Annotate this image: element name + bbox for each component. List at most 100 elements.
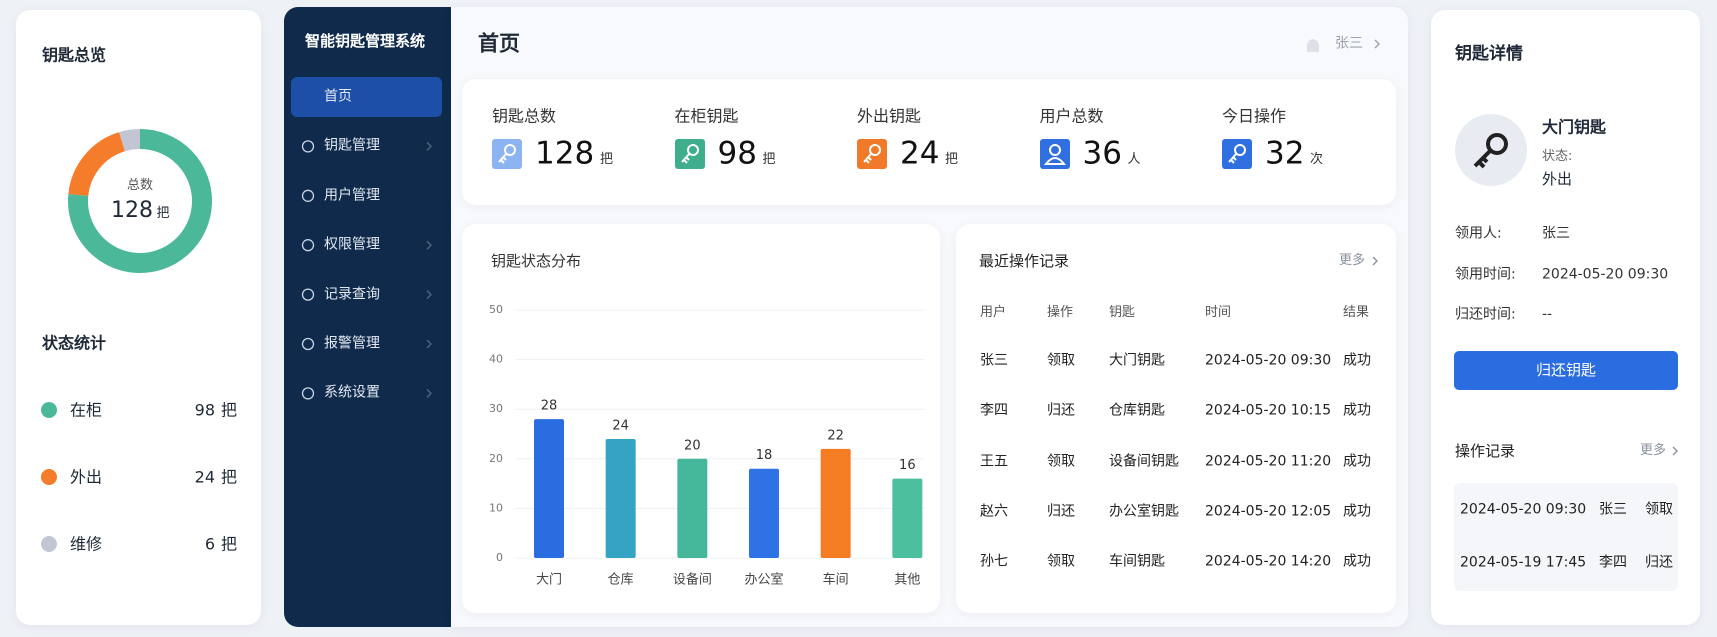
stat-icon	[1039, 139, 1070, 169]
table-cell: 2024-05-20 11:20	[1205, 453, 1332, 470]
legend-dot	[41, 536, 57, 552]
log-cell: 2024-05-19 17:45	[1460, 554, 1587, 571]
log-cell: 张三	[1599, 501, 1627, 518]
stat-value: 98	[717, 135, 757, 172]
table-cell: 领取	[1047, 553, 1075, 570]
stat-value: 128	[535, 135, 595, 172]
status-label: 在柜	[70, 400, 103, 420]
status-unit: 把	[220, 467, 237, 487]
user-name[interactable]: 张三	[1335, 35, 1363, 52]
stat-label: 在柜钥匙	[674, 106, 739, 126]
legend-dot	[41, 469, 57, 485]
menu-item[interactable]: 用户管理	[324, 187, 380, 204]
column-header: 用户	[980, 305, 1007, 321]
donut-total: 128	[111, 197, 153, 223]
log-box	[1454, 483, 1678, 591]
stat-unit: 把	[600, 152, 614, 168]
column-header: 结果	[1343, 305, 1370, 321]
stat-label: 用户总数	[1039, 106, 1104, 126]
status-unit: 把	[220, 534, 237, 554]
table-cell: 车间钥匙	[1109, 553, 1165, 570]
more-link[interactable]: 更多	[1339, 253, 1366, 269]
stat-icon	[492, 139, 522, 169]
menu-item[interactable]: 权限管理	[324, 236, 380, 253]
table-cell: 成功	[1343, 352, 1371, 369]
status-value: 24	[194, 467, 215, 487]
field-label: 领用人:	[1455, 225, 1502, 242]
app-title: 智能钥匙管理系统	[304, 32, 426, 50]
stat-value: 24	[900, 135, 940, 172]
field-value: 2024-05-20 09:30	[1542, 266, 1669, 283]
stat-unit: 次	[1310, 152, 1324, 168]
menu-item[interactable]: 首页	[324, 88, 352, 105]
table-cell: 孙七	[980, 553, 1008, 570]
table-cell: 张三	[980, 352, 1008, 369]
field-label: 归还时间:	[1455, 306, 1516, 323]
table-cell: 李四	[980, 402, 1008, 419]
chart-title: 钥匙状态分布	[491, 252, 582, 270]
menu-item[interactable]: 系统设置	[324, 384, 380, 401]
table-cell: 成功	[1343, 503, 1371, 520]
legend-dot	[41, 402, 57, 418]
table-cell: 领取	[1047, 352, 1075, 369]
table-cell: 2024-05-20 14:20	[1205, 553, 1332, 570]
field-value: 张三	[1542, 225, 1570, 242]
stat-icon	[857, 139, 887, 169]
return-button[interactable]: 归还钥匙	[1454, 351, 1678, 390]
detail-avatar	[1455, 114, 1527, 186]
status-value: 6	[204, 534, 215, 554]
stat-value: 36	[1082, 135, 1122, 172]
card-title: 钥匙详情	[1455, 43, 1523, 64]
more-link[interactable]: 更多	[1640, 443, 1667, 459]
stat-unit: 把	[945, 152, 959, 168]
page-title: 首页	[478, 31, 520, 56]
log-cell: 归还	[1645, 554, 1673, 571]
chart-card	[462, 224, 940, 613]
table-cell: 成功	[1343, 553, 1371, 570]
table-cell: 2024-05-20 09:30	[1205, 352, 1332, 369]
menu-item[interactable]: 报警管理	[324, 335, 380, 352]
log-cell: 李四	[1599, 554, 1627, 571]
card-title: 钥匙总览	[42, 45, 107, 65]
status-value: 外出	[1542, 170, 1573, 188]
stat-value: 32	[1265, 135, 1305, 172]
status-unit: 把	[220, 400, 237, 420]
overview-card	[16, 10, 261, 625]
log-cell: 2024-05-20 09:30	[1460, 501, 1587, 518]
donut-label: 总数	[126, 178, 154, 194]
table-cell: 设备间钥匙	[1109, 453, 1179, 470]
table-cell: 大门钥匙	[1109, 352, 1165, 369]
records-card	[956, 224, 1396, 613]
table-cell: 仓库钥匙	[1109, 402, 1165, 419]
menu-item[interactable]: 记录查询	[324, 286, 380, 303]
column-header: 时间	[1205, 305, 1232, 321]
table-cell: 领取	[1047, 453, 1075, 470]
key-icon	[1473, 133, 1508, 169]
menu-active-bg	[291, 77, 442, 117]
table-cell: 成功	[1343, 453, 1371, 470]
log-cell: 领取	[1645, 501, 1673, 518]
column-header: 钥匙	[1109, 305, 1136, 321]
stat-label: 外出钥匙	[857, 106, 922, 126]
stat-unit: 人	[1127, 152, 1141, 168]
table-cell: 赵六	[980, 503, 1008, 520]
field-label: 领用时间:	[1455, 266, 1516, 283]
card-title: 最近操作记录	[979, 252, 1070, 270]
status-label: 维修	[70, 534, 103, 554]
donut-unit: 把	[156, 206, 170, 222]
section-title: 操作记录	[1455, 442, 1516, 460]
key-name: 大门钥匙	[1542, 117, 1607, 137]
table-cell: 办公室钥匙	[1109, 503, 1179, 520]
stat-icon	[1222, 139, 1252, 169]
field-value: --	[1542, 306, 1553, 323]
table-cell: 王五	[980, 453, 1008, 470]
menu-item[interactable]: 钥匙管理	[324, 137, 380, 154]
stat-unit: 把	[762, 152, 776, 168]
status-label: 外出	[70, 467, 103, 487]
table-cell: 归还	[1047, 503, 1075, 520]
section-title: 状态统计	[42, 333, 107, 353]
status-value: 98	[194, 400, 215, 420]
stat-label: 今日操作	[1222, 106, 1287, 126]
status-label: 状态:	[1542, 149, 1573, 165]
